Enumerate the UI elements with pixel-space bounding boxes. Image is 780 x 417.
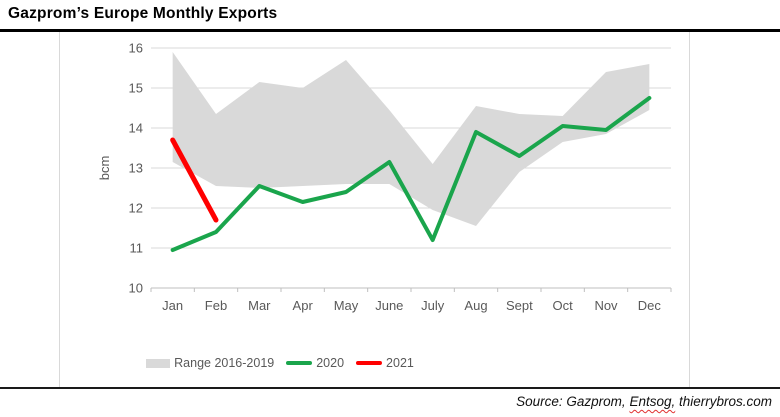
legend-label-2021: 2021 — [386, 356, 414, 370]
legend: Range 2016-2019 2020 2021 — [0, 353, 560, 373]
x-tick-label: May — [334, 298, 359, 313]
page-title: Gazprom’s Europe Monthly Exports — [8, 5, 278, 22]
source-text-suffix: thierrybros.com — [675, 394, 772, 409]
range-area-swatch — [146, 358, 171, 368]
y-tick-label: 16 — [129, 41, 143, 56]
x-tick-label: Feb — [205, 298, 227, 313]
legend-item-2021: 2021 — [356, 356, 414, 370]
line-2020-swatch — [286, 360, 313, 366]
x-tick-label: Nov — [594, 298, 618, 313]
line-2021-swatch — [356, 360, 383, 366]
source-note: Source: Gazprom, Entsog, thierrybros.com — [516, 394, 772, 409]
x-tick-label: Sept — [506, 298, 533, 313]
legend-label-range: Range 2016-2019 — [174, 356, 275, 370]
y-tick-label: 13 — [129, 161, 143, 176]
y-axis-title: bcm — [97, 155, 112, 181]
x-tick-label: June — [375, 298, 403, 313]
legend-item-2020: 2020 — [286, 356, 344, 370]
y-tick-label: 10 — [129, 281, 143, 296]
legend-item-range: Range 2016-2019 — [146, 356, 274, 370]
x-tick-label: Aug — [464, 298, 487, 313]
x-tick-label: Jan — [162, 298, 183, 313]
x-tick-label: Oct — [553, 298, 574, 313]
series-line-2021 — [170, 137, 219, 223]
x-tick-label: Apr — [293, 298, 314, 313]
y-tick-label: 11 — [130, 241, 144, 256]
source-flagged-word: Entsog, — [629, 394, 676, 409]
y-tick-label: 12 — [129, 201, 143, 216]
range-band-area — [172, 52, 650, 226]
x-tick-label: Mar — [248, 298, 271, 313]
title-underline — [0, 29, 780, 32]
bottom-border — [0, 387, 780, 389]
x-tick-label: July — [421, 298, 445, 313]
source-text-prefix: Source: Gazprom, — [516, 394, 630, 409]
series-line-2020 — [170, 96, 652, 252]
y-tick-label: 14 — [129, 121, 143, 136]
x-tick-label: Dec — [638, 298, 662, 313]
legend-label-2020: 2020 — [316, 356, 345, 370]
chart-frame — [59, 32, 690, 387]
y-tick-label: 15 — [129, 81, 143, 96]
